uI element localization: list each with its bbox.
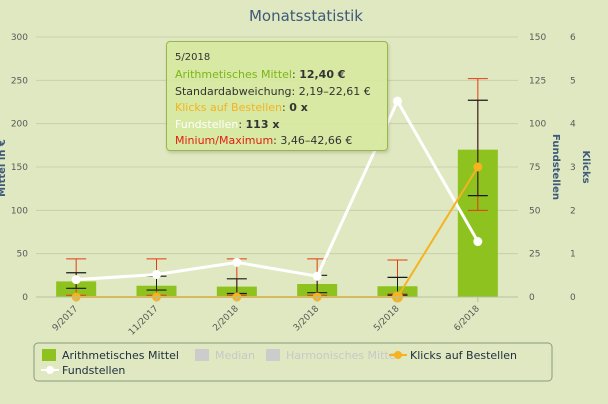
legend-label: Fundstellen <box>62 364 125 377</box>
y-right1-tick-label: 50 <box>529 206 541 216</box>
legend-box <box>33 342 553 382</box>
tooltip-row-value: 3,46–42,66 € <box>280 134 353 147</box>
tooltip-row: Arithmetisches Mittel: 12,40 € <box>175 68 346 81</box>
y-axis-left-title: Mittel in € <box>0 139 8 197</box>
x-tick-label: 9/2017 <box>51 304 80 333</box>
tooltip-row-value: 0 x <box>289 101 308 114</box>
y-right2-tick-label: 3 <box>570 163 576 173</box>
tooltip-row: Standardabweichung: 2,19–22,61 € <box>175 84 371 98</box>
tooltip-row: Klicks auf Bestellen: 0 x <box>175 101 308 114</box>
tooltip-row-label: Fundstellen <box>175 117 239 131</box>
tooltip: 5/2018 Arithmetisches Mittel: 12,40 € Sta… <box>166 41 388 151</box>
legend-swatch-marker <box>46 366 54 374</box>
legend-swatch <box>42 349 56 361</box>
y-left-tick-label: 150 <box>11 163 28 173</box>
tooltip-row-value: 12,40 € <box>299 68 346 81</box>
tooltip-row-label: Standardabweichung <box>175 84 292 98</box>
legend-label: Harmonisches Mittel <box>286 349 399 362</box>
x-tick-label: 5/2018 <box>372 304 402 334</box>
legend-swatch-marker <box>394 351 402 359</box>
y-left-tick-label: 0 <box>22 293 28 303</box>
y-left-tick-label: 50 <box>17 250 29 260</box>
y-right1-tick-label: 150 <box>529 33 546 43</box>
klicks-line <box>76 166 479 298</box>
y-right2-tick-label: 0 <box>570 293 576 303</box>
x-tick-label: 11/2017 <box>127 304 161 338</box>
tooltip-row: Minium/Maximum: 3,46–42,66 € <box>175 134 353 147</box>
y-left-tick-label: 250 <box>11 76 28 86</box>
tooltip-row-value: 113 x <box>245 117 280 131</box>
fundstellen-point <box>473 237 483 247</box>
x-tick-label: 6/2018 <box>452 304 482 334</box>
bars <box>56 149 498 297</box>
y-right2-tick-label: 2 <box>570 206 576 216</box>
fundstellen-point <box>393 96 402 106</box>
tooltip-rows: Arithmetisches Mittel: 12,40 € Standardab… <box>175 67 379 150</box>
fundstellen-point <box>232 257 242 267</box>
tooltip-row-value: 2,19–22,61 € <box>298 84 371 98</box>
fundstellen-point <box>312 271 322 281</box>
fundstellen-point <box>152 269 161 279</box>
y-right2-tick-label: 1 <box>570 250 576 260</box>
chart-title: Monatsstatistik <box>249 7 363 25</box>
legend-swatch <box>266 349 280 361</box>
y-right2-tick-label: 6 <box>570 33 576 43</box>
tooltip-row-label: Arithmetisches Mittel <box>175 68 292 81</box>
fundstellen-point <box>71 275 81 285</box>
tooltip-header: 5/2018 <box>175 52 211 63</box>
legend-swatch <box>195 349 209 361</box>
y-left-tick-label: 100 <box>11 206 28 216</box>
y-right1-tick-label: 100 <box>529 120 546 130</box>
legend: Arithmetisches Mittel Median Harmonisches … <box>33 342 553 382</box>
tooltip-row: Fundstellen: 113 x <box>175 117 280 131</box>
y-right2-tick-label: 4 <box>570 120 576 130</box>
y-left-tick-label: 300 <box>11 33 28 43</box>
x-tick-label: 2/2018 <box>211 304 241 334</box>
legend-label: Arithmetisches Mittel <box>62 349 179 362</box>
tooltip-row-label: Minium/Maximum <box>175 134 274 147</box>
klicks-point <box>473 162 483 172</box>
y-right1-tick-label: 75 <box>529 163 540 173</box>
y-right1-tick-label: 25 <box>529 250 540 260</box>
legend-label: Klicks auf Bestellen <box>410 349 517 362</box>
y-right2-tick-label: 5 <box>570 76 576 86</box>
y-right1-tick-label: 125 <box>529 76 546 86</box>
fundstellen-line <box>76 99 480 282</box>
x-tick-label: 3/2018 <box>292 304 322 334</box>
y-axis-right-klicks-title: Klicks <box>580 150 591 183</box>
y-left-tick-label: 200 <box>11 120 28 130</box>
tooltip-row-label: Klicks auf Bestellen <box>175 101 283 114</box>
legend-label: Median <box>215 349 255 362</box>
y-axis-right-fundstellen-title: Fundstellen <box>550 134 561 200</box>
y-right1-tick-label: 0 <box>529 293 535 303</box>
